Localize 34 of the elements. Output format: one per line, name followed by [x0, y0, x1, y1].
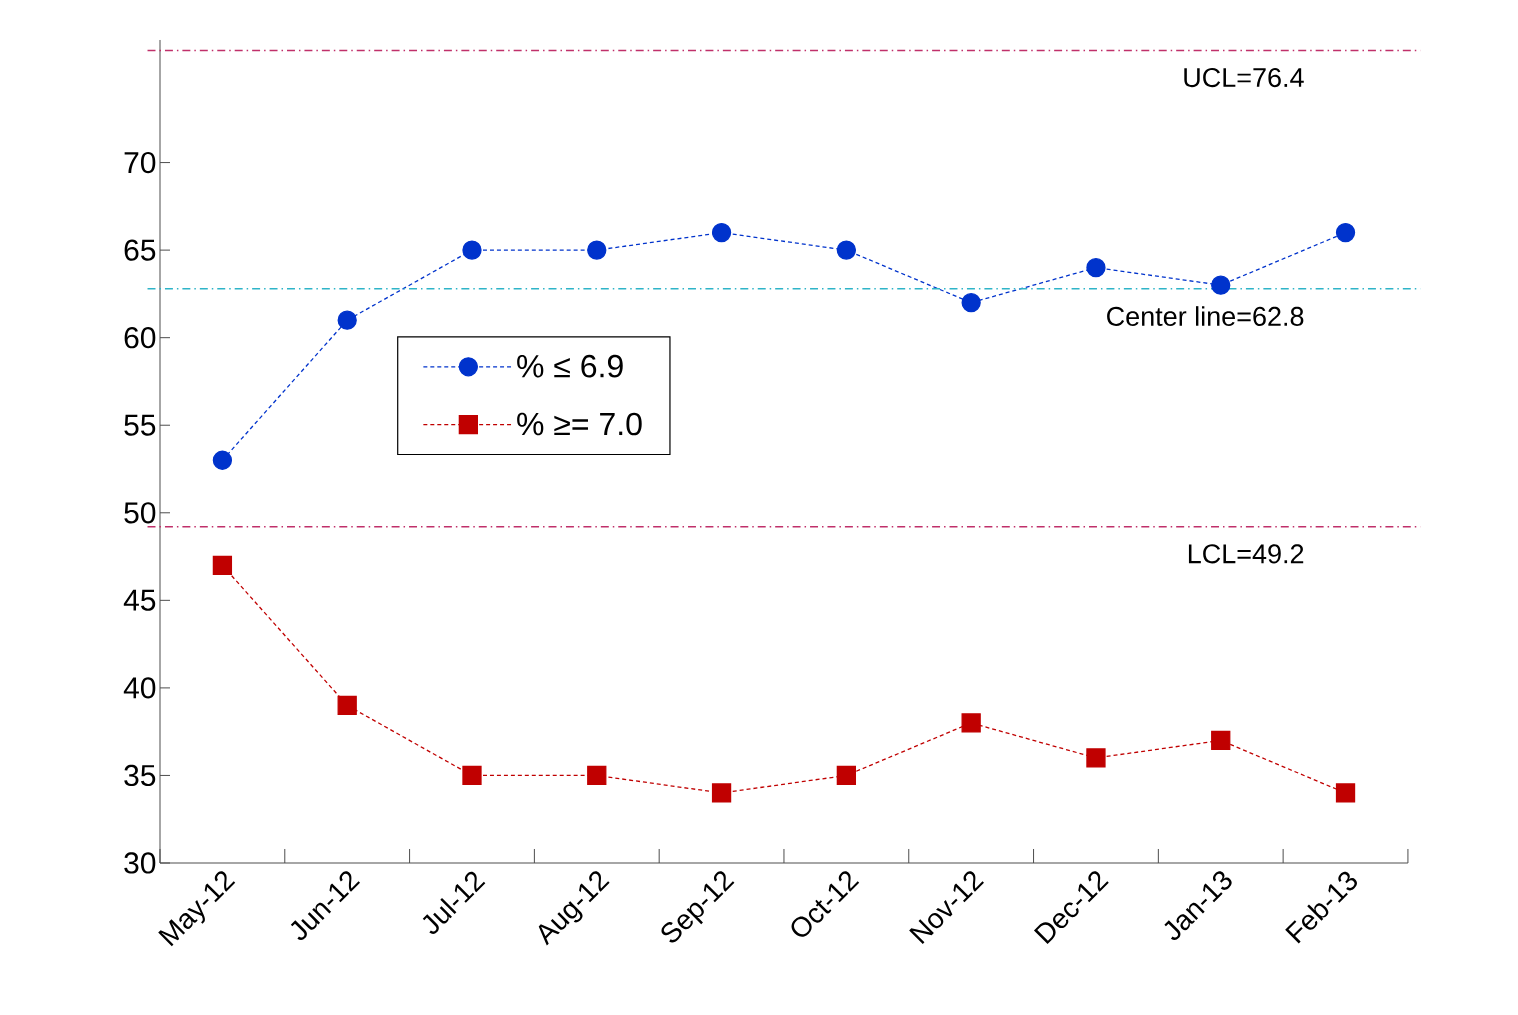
- y-tick-label: 45: [123, 589, 156, 611]
- point: [711, 783, 732, 803]
- point: [212, 555, 233, 575]
- y-tick-label: 55: [124, 414, 156, 436]
- ref-line-label: Center line=62.8: [1107, 306, 1304, 326]
- point: [337, 310, 357, 330]
- y-tick-label: 65: [124, 239, 156, 261]
- y-tick-label: 70: [124, 151, 156, 174]
- y-tick-label: 40: [123, 677, 156, 699]
- point: [462, 240, 482, 260]
- legend-label: % ≤ 6.9: [517, 354, 623, 378]
- point: [1335, 222, 1356, 243]
- y-tick-label: 30: [124, 852, 156, 874]
- legend-label: % ≥= 7.0: [517, 412, 642, 436]
- point: [1211, 275, 1231, 295]
- point: [1086, 257, 1106, 278]
- y-tick-label: 50: [124, 502, 156, 524]
- point: [337, 695, 357, 716]
- point: [587, 240, 607, 260]
- point: [1086, 748, 1106, 768]
- y-tick-label: 35: [124, 764, 156, 787]
- point: [212, 450, 233, 470]
- y-tick-label: 60: [124, 327, 156, 349]
- point: [1335, 783, 1356, 803]
- point: [961, 293, 981, 313]
- point: [587, 765, 607, 786]
- point: [836, 765, 857, 786]
- point: [961, 713, 981, 733]
- point: [711, 222, 732, 243]
- point: [462, 765, 482, 786]
- ref-line-label: LCL=49.2: [1188, 544, 1304, 564]
- point: [1211, 730, 1231, 751]
- point: [836, 240, 857, 260]
- ref-line-label: UCL=76.4: [1184, 68, 1304, 88]
